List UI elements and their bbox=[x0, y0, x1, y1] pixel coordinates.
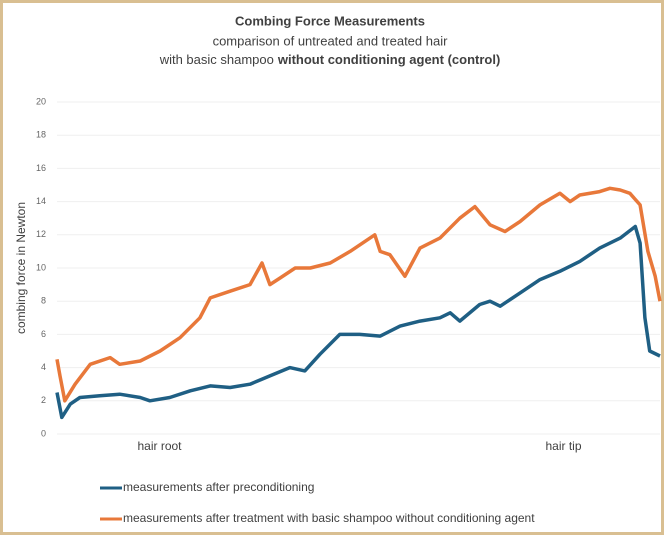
legend-label: measurements after treatment with basic … bbox=[123, 511, 535, 525]
y-tick-label: 6 bbox=[41, 329, 46, 339]
y-tick-label: 14 bbox=[36, 196, 46, 206]
y-tick-label: 0 bbox=[41, 428, 46, 438]
y-tick-label: 8 bbox=[41, 296, 46, 306]
chart-title: Combing Force Measurements bbox=[235, 13, 425, 28]
data-line bbox=[55, 224, 661, 420]
data-line bbox=[55, 186, 662, 403]
chart-subtitle: comparison of untreated and treated hair bbox=[213, 33, 449, 48]
y-tick-label: 20 bbox=[36, 96, 46, 106]
chart-subtitle-2: with basic shampoo without conditioning a… bbox=[159, 52, 501, 67]
y-tick-label: 16 bbox=[36, 163, 46, 173]
y-tick-label: 18 bbox=[36, 130, 46, 140]
y-tick-label: 12 bbox=[36, 229, 46, 239]
x-tick-label: hair tip bbox=[546, 439, 582, 453]
y-axis-label: combing force in Newton bbox=[14, 202, 28, 334]
x-tick-label: hair root bbox=[137, 439, 182, 453]
subtitle-plain: with basic shampoo bbox=[159, 52, 274, 67]
subtitle-bold: without conditioning agent (control) bbox=[277, 52, 500, 67]
legend-label: measurements after preconditioning bbox=[123, 480, 314, 494]
y-tick-label: 10 bbox=[36, 262, 46, 272]
y-tick-label: 2 bbox=[41, 395, 46, 405]
y-tick-label: 4 bbox=[41, 362, 46, 372]
